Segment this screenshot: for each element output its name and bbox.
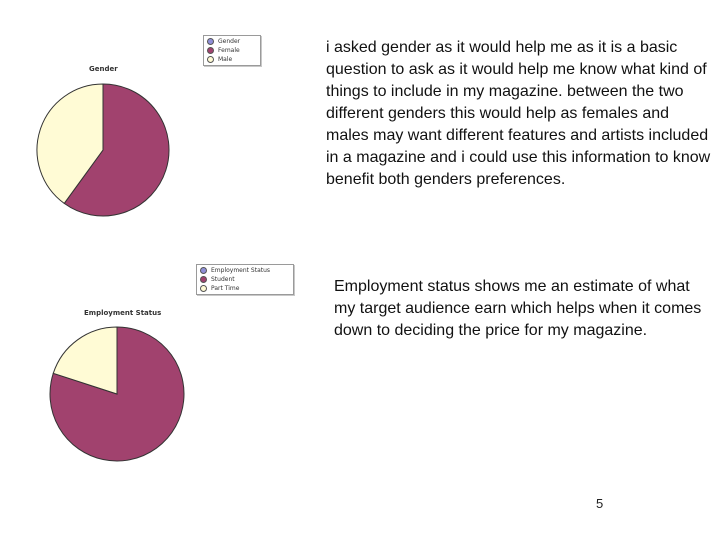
legend-item: Student (200, 275, 290, 284)
page-number: 5 (596, 496, 604, 511)
employment-legend: Employment Status Student Part Time (196, 264, 294, 295)
legend-item: Gender (207, 37, 257, 46)
legend-label: Male (218, 56, 233, 63)
pie-slice-part-time (52, 326, 118, 395)
legend-swatch-female (207, 47, 214, 54)
legend-label: Part Time (211, 285, 240, 292)
gender-explanation: i asked gender as it would help me as it… (326, 39, 711, 188)
legend-swatch-male (207, 56, 214, 63)
legend-swatch-employment-status (200, 267, 207, 274)
employment-pie (49, 326, 185, 462)
legend-swatch-student (200, 276, 207, 283)
employment-explanation: Employment status shows me an estimate o… (334, 278, 702, 339)
legend-swatch-gender (207, 38, 214, 45)
gender-legend: Gender Female Male (203, 35, 261, 66)
legend-label: Female (218, 47, 240, 54)
legend-label: Gender (218, 38, 241, 45)
gender-pie (36, 83, 170, 217)
legend-label: Student (211, 276, 235, 283)
pie-slice-male (36, 83, 104, 205)
legend-label: Employment Status (211, 267, 271, 274)
legend-item: Female (207, 46, 257, 55)
legend-swatch-part-time (200, 285, 207, 292)
pie-slice-female (63, 83, 170, 217)
chart-title: Gender (89, 65, 118, 73)
legend-item: Male (207, 55, 257, 64)
chart-title: Employment Status (84, 309, 162, 317)
legend-item: Employment Status (200, 266, 290, 275)
legend-item: Part Time (200, 284, 290, 293)
pie-slice-student (49, 326, 185, 462)
